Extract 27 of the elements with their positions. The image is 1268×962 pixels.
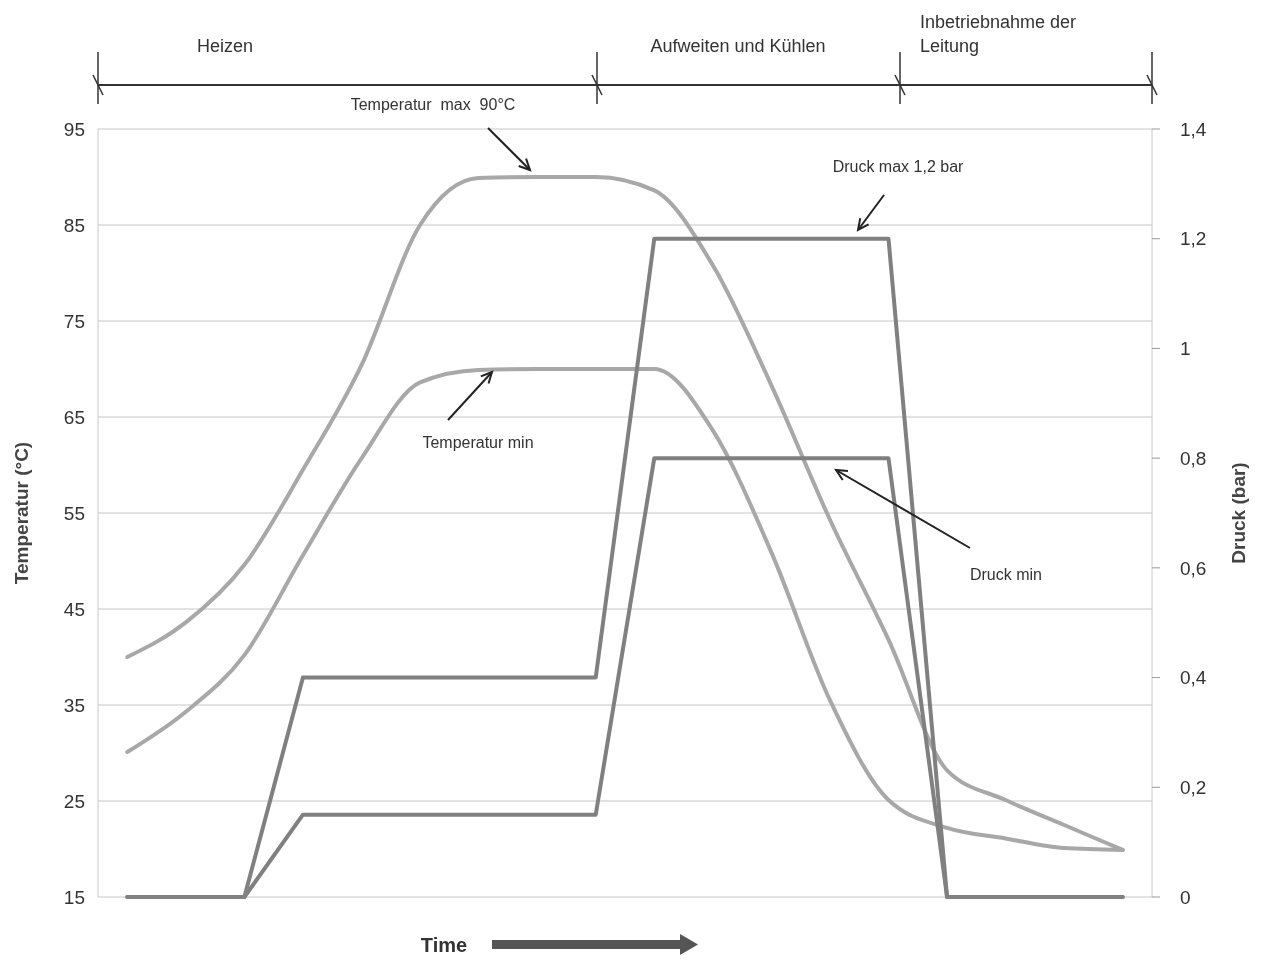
y2-tick-label: 0,8 (1180, 447, 1207, 469)
y-tick-label: 75 (63, 310, 85, 332)
annotation: Druck min (969, 566, 1043, 583)
text: Inbetriebnahme der Leitung (920, 12, 1077, 56)
y-tick-label: 85 (63, 214, 85, 236)
annotation: Temperatur min (422, 434, 534, 451)
y-tick-label: 15 (63, 886, 85, 908)
y2-tick-label: 0,6 (1180, 557, 1207, 579)
y-tick-label: 95 (63, 118, 85, 140)
text: Aufweiten und Kühlen (650, 36, 826, 56)
annotation: Druck max 1,2 bar (832, 158, 965, 175)
y2-tick-label: 0,2 (1180, 776, 1207, 798)
text: Heizen (196, 36, 254, 56)
y-tick-label: 65 (63, 406, 85, 428)
y2-tick-label: 0 (1180, 886, 1191, 908)
y-tick-label: 35 (63, 694, 85, 716)
y2-tick-label: 1,2 (1180, 228, 1207, 250)
y-axis-title: Temperatur (°C) (11, 441, 32, 585)
y2-tick-label: 1,4 (1180, 118, 1207, 140)
y2-tick-label: 0,4 (1180, 667, 1207, 689)
x-axis-title: Time (420, 934, 468, 956)
y2-axis-title: Druck (bar) (1228, 462, 1249, 564)
y2-tick-label: 1 (1180, 338, 1191, 360)
text: Temperatur max 90°C (350, 96, 516, 113)
y-tick-label: 25 (63, 790, 85, 812)
y-tick-label: 55 (63, 502, 85, 524)
y-tick-label: 45 (63, 598, 85, 620)
